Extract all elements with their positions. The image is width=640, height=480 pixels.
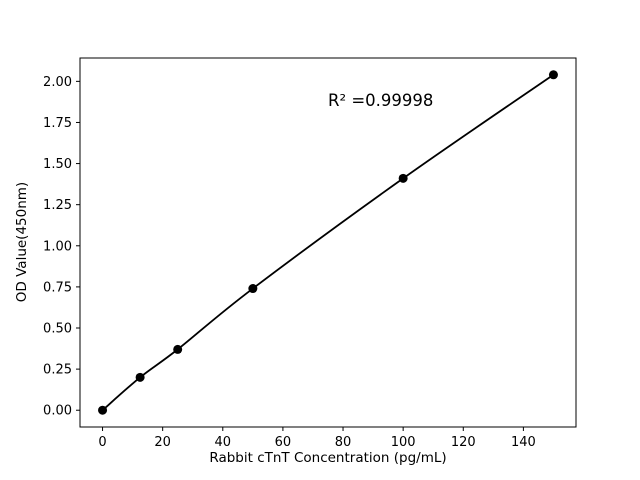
y-tick-label: 0.00 — [43, 404, 72, 419]
data-point-marker — [248, 284, 258, 294]
data-point-marker — [135, 372, 145, 382]
y-tick-label: 2.00 — [43, 75, 72, 90]
data-point-marker — [398, 173, 408, 183]
x-tick-label: 20 — [154, 435, 171, 450]
x-tick-label: 100 — [391, 435, 416, 450]
y-tick-label: 1.75 — [43, 116, 72, 131]
x-axis-label: Rabbit cTnT Concentration (pg/mL) — [209, 450, 446, 466]
y-tick-label: 1.25 — [43, 198, 72, 213]
y-tick-label: 0.50 — [43, 322, 72, 337]
x-tick-label: 0 — [98, 435, 106, 450]
x-tick-label: 40 — [215, 435, 232, 450]
data-point-marker — [98, 405, 108, 415]
x-tick-label: 60 — [275, 435, 292, 450]
y-tick-label: 0.75 — [43, 280, 72, 295]
plot-frame — [79, 57, 577, 428]
data-point-marker — [548, 70, 558, 80]
x-tick-label: 140 — [511, 435, 536, 450]
standard-curve-line — [101, 74, 554, 411]
y-axis-label: OD Value(450nm) — [14, 182, 30, 302]
y-tick-label: 1.00 — [43, 239, 72, 254]
x-tick-label: 120 — [451, 435, 476, 450]
y-tick-label: 0.25 — [43, 363, 72, 378]
data-point-marker — [173, 344, 183, 354]
x-tick-label: 80 — [335, 435, 352, 450]
y-tick-label: 1.50 — [43, 157, 72, 172]
r-squared-annotation: R² =0.99998 — [328, 91, 433, 110]
